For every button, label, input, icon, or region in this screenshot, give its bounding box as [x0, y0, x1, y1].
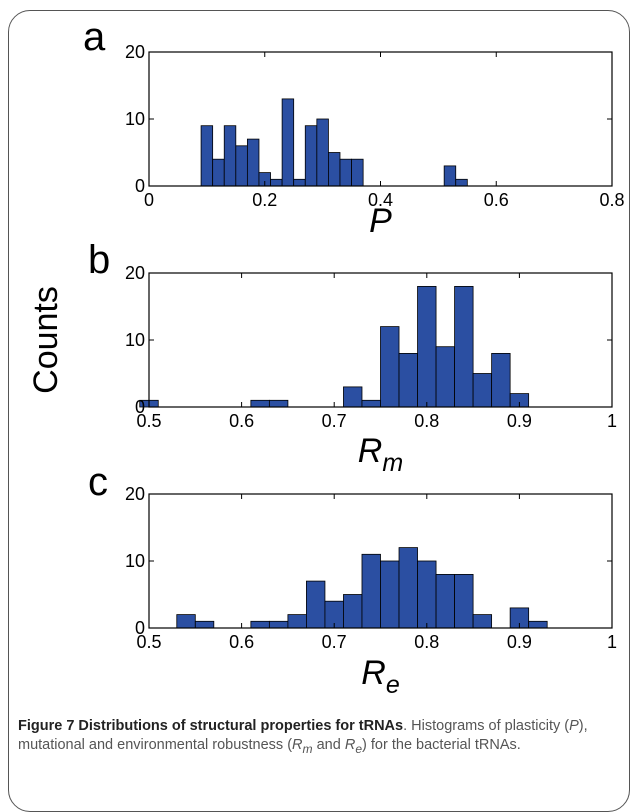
histogram-bar — [270, 178, 283, 187]
histogram-bar — [443, 165, 457, 187]
histogram-bar — [268, 399, 289, 408]
panel-letter: c — [88, 460, 108, 504]
x-tick-label: 0.7 — [322, 632, 347, 652]
histogram-bar — [528, 620, 548, 629]
histogram-bar — [361, 399, 381, 408]
x-axis-label-base: R — [358, 432, 383, 470]
x-tick-label: 0 — [144, 190, 154, 210]
histogram-bar — [343, 386, 363, 408]
x-tick-label: 0.7 — [322, 411, 347, 431]
x-tick-label: 1 — [607, 411, 617, 431]
panel-letter: b — [88, 238, 110, 282]
histogram-bar — [343, 594, 363, 629]
histogram-bar — [328, 152, 341, 187]
y-tick-label: 20 — [125, 263, 145, 283]
x-tick-label: 0.8 — [599, 190, 624, 210]
histogram-bar — [455, 178, 468, 187]
histogram-bar — [235, 145, 248, 187]
histogram-bar — [246, 138, 260, 187]
histogram-bar — [176, 614, 196, 629]
histogram-bar — [293, 178, 306, 187]
histogram-bar — [398, 352, 418, 408]
caption-rm-sub: m — [302, 741, 313, 756]
x-axis-label: Re — [361, 654, 399, 699]
caption-title: Figure 7 Distributions of structural pro… — [18, 718, 404, 734]
caption-text-3: ) for the bacterial tRNAs. — [362, 737, 521, 753]
x-tick-label: 1 — [607, 632, 617, 652]
x-axis-label-subscript: e — [386, 671, 400, 699]
x-axis-label-base: P — [369, 202, 392, 240]
panel-a: 0 0.2 0.4 0.6 0.8 0 10 20 a P — [83, 15, 625, 240]
caption-title-end: . — [403, 718, 408, 734]
x-tick-label: 0.9 — [507, 632, 532, 652]
x-tick-label: 0.8 — [414, 411, 439, 431]
y-tick-label: 0 — [135, 397, 145, 417]
histogram-bar — [380, 560, 400, 629]
histogram-bar — [306, 580, 326, 629]
x-axis-label: Rm — [358, 432, 403, 477]
histogram-bar — [287, 614, 307, 629]
x-axis-label-base: R — [361, 654, 386, 692]
histogram-bar — [281, 98, 295, 187]
histogram-bar — [491, 352, 511, 408]
histogram-bar — [454, 574, 474, 629]
caption-and: and — [312, 737, 345, 753]
y-tick-label: 0 — [135, 618, 145, 638]
caption-text-2: ), mutational and environmental robustne… — [18, 718, 588, 753]
histogram-bar — [316, 118, 329, 187]
histogram-bar — [361, 553, 381, 629]
x-tick-label: 0.6 — [229, 632, 254, 652]
histogram-bar — [417, 285, 437, 408]
panel-letter: a — [83, 15, 106, 59]
x-tick-label: 0.5 — [136, 632, 161, 652]
x-tick-label: 0.2 — [252, 190, 277, 210]
caption-re: R — [344, 737, 356, 753]
histogram-bar — [435, 346, 455, 408]
histogram-bar — [472, 373, 493, 408]
histogram-bar — [212, 158, 225, 187]
x-tick-label: 0.9 — [507, 411, 532, 431]
x-tick-label: 0.4 — [368, 190, 393, 210]
histogram-bar — [268, 620, 289, 629]
histogram-bar — [339, 158, 352, 187]
histogram-bar — [194, 620, 215, 629]
shared-ylabel: Counts — [27, 286, 65, 394]
histogram-bar — [250, 620, 270, 629]
histogram-bar — [380, 326, 400, 408]
x-tick-label: 0.5 — [136, 411, 161, 431]
histogram-bar — [398, 547, 418, 629]
caption-p: P — [569, 718, 579, 734]
histogram-bar — [250, 399, 270, 408]
histogram-bar — [304, 125, 318, 187]
histogram-bar — [454, 285, 474, 408]
histogram-bar — [351, 158, 364, 187]
y-tick-label: 0 — [135, 176, 145, 196]
histogram-bar — [223, 125, 237, 187]
y-tick-label: 10 — [125, 330, 145, 350]
caption-rm: R — [292, 737, 303, 753]
histogram-bar — [200, 125, 214, 187]
figure-caption: Figure 7 Distributions of structural pro… — [18, 717, 618, 759]
histogram-bar — [435, 574, 455, 629]
y-tick-label: 20 — [125, 484, 145, 504]
x-tick-label: 0.8 — [414, 632, 439, 652]
caption-re-sub: e — [355, 741, 363, 756]
x-tick-label: 0.6 — [229, 411, 254, 431]
x-axis-label-subscript: m — [382, 449, 403, 477]
histogram-bar — [472, 614, 493, 629]
x-tick-label: 0.6 — [484, 190, 509, 210]
y-tick-label: 20 — [125, 42, 145, 62]
y-tick-label: 10 — [125, 551, 145, 571]
x-axis-label: P — [369, 202, 392, 240]
caption-text-1: Histograms of plasticity ( — [411, 718, 570, 734]
y-tick-label: 10 — [125, 109, 145, 129]
histogram-bar — [417, 560, 437, 629]
